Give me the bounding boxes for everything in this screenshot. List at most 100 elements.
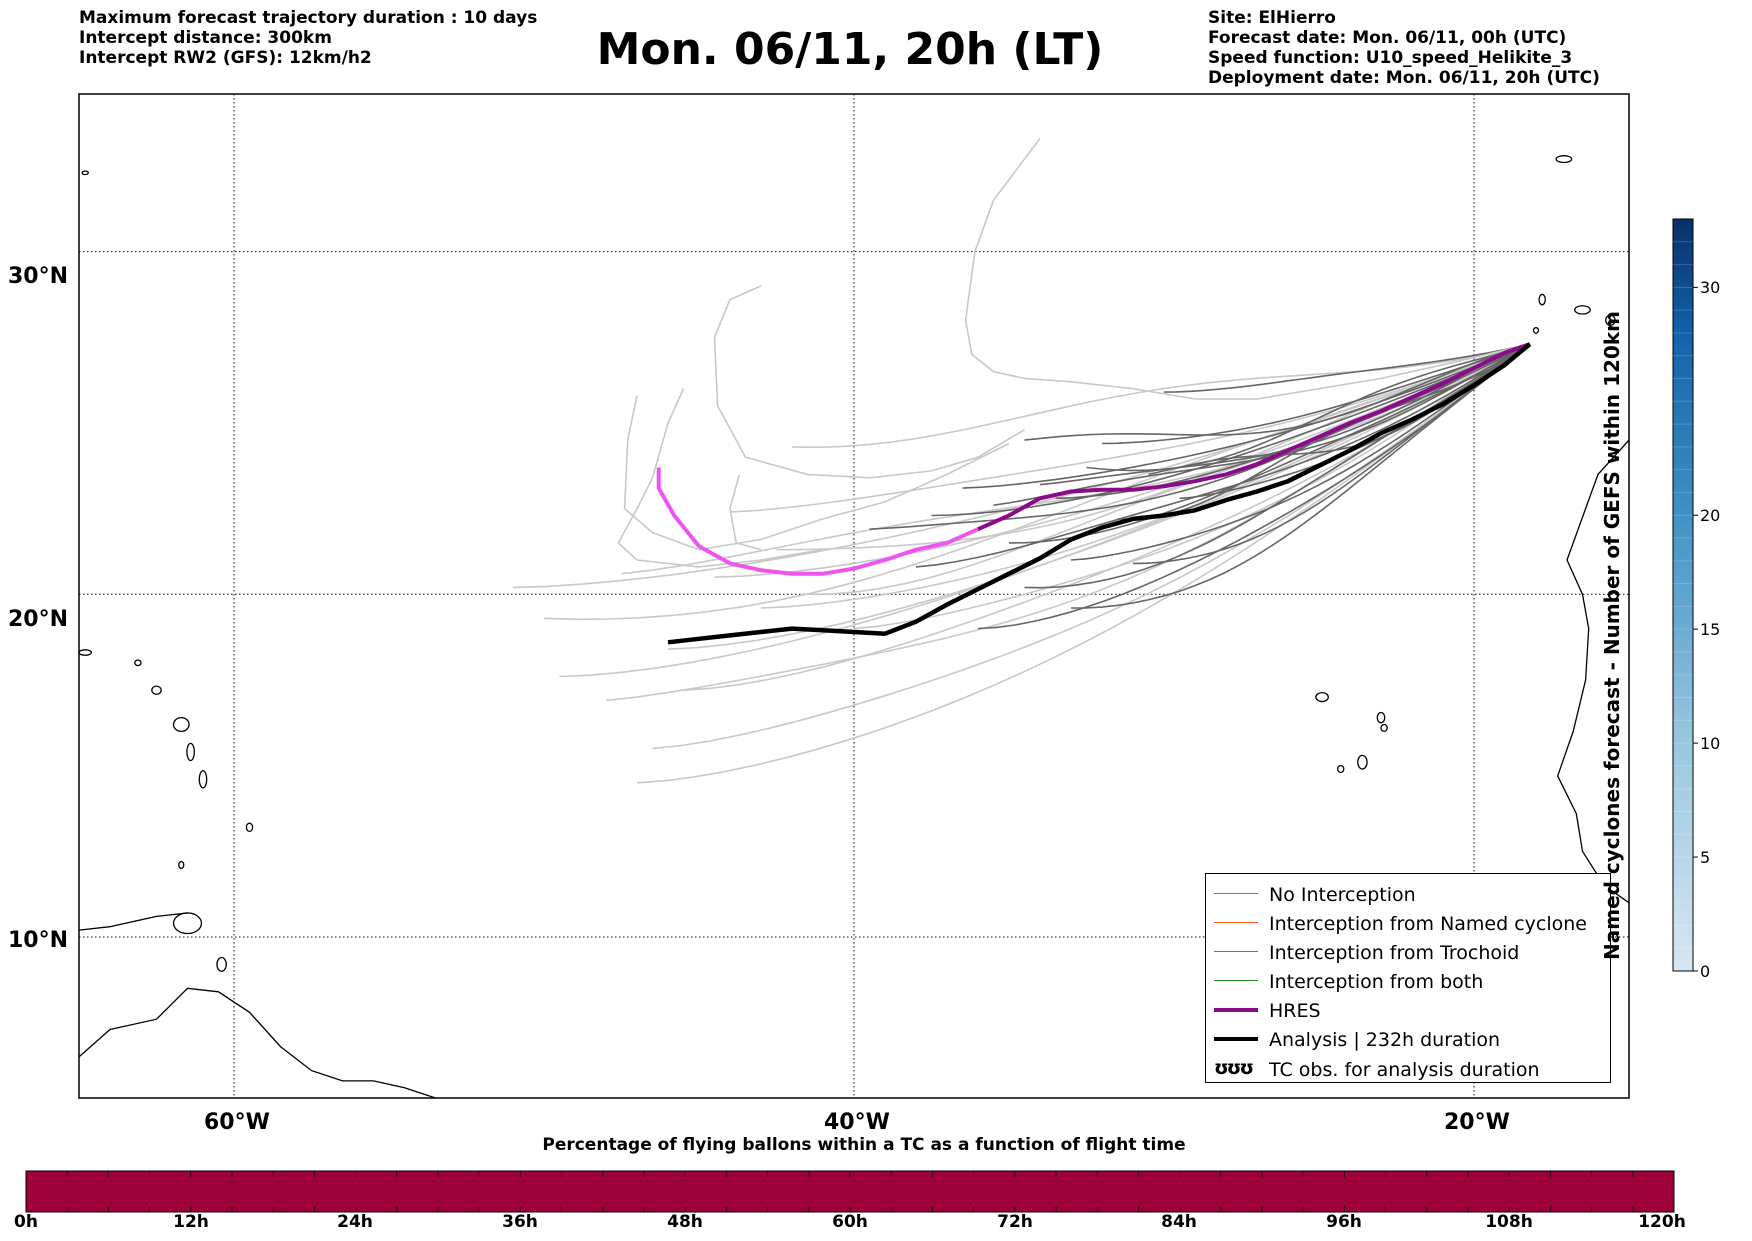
- legend-label: Interception from Named cyclone: [1269, 913, 1587, 935]
- legend-label: Analysis | 232h duration: [1269, 1029, 1501, 1051]
- header-right-line: Forecast date: Mon. 06/11, 00h (UTC): [1208, 28, 1567, 48]
- legend-line: [1214, 922, 1258, 924]
- coastlines: [79, 155, 1670, 1098]
- island: [134, 659, 142, 667]
- lon-label: 20°W: [1444, 1110, 1510, 1135]
- coastline: [1556, 439, 1629, 904]
- island: [151, 685, 162, 695]
- member-track: [964, 138, 1530, 400]
- header-left-info: Maximum forecast trajectory duration : 1…: [79, 8, 537, 68]
- legend-label: Interception from Trochoid: [1269, 942, 1520, 964]
- member-track: [1008, 343, 1531, 544]
- member-track: [1163, 343, 1530, 393]
- member-track: [1024, 343, 1531, 589]
- member-track: [636, 343, 1531, 784]
- member-track: [1117, 343, 1531, 521]
- legend-label: TC obs. for analysis duration: [1269, 1059, 1540, 1081]
- legend-item-both: Interception from both: [1206, 969, 1610, 995]
- header-left-line: Maximum forecast trajectory duration : 1…: [79, 8, 538, 28]
- lon-label: 60°W: [204, 1110, 270, 1135]
- island: [1376, 711, 1386, 724]
- right-colorbar: [1672, 218, 1698, 972]
- legend-item-analysis: Analysis | 232h duration: [1206, 1027, 1610, 1053]
- bottom-colorbar-tick: 84h: [1161, 1212, 1197, 1232]
- legend-line: [1214, 980, 1258, 982]
- member-track: [713, 285, 1025, 479]
- bottom-colorbar-tick: 120h: [1638, 1212, 1686, 1232]
- member-track: [915, 343, 1531, 568]
- island: [172, 716, 190, 733]
- island: [79, 649, 93, 656]
- bottom-colorbar-title: Percentage of flying ballons within a TC…: [542, 1135, 1186, 1155]
- member-track: [791, 343, 1530, 449]
- member-track: [1086, 343, 1531, 472]
- legend-label: Interception from both: [1269, 971, 1484, 993]
- colorbar-title: Named cyclones forecast - Number of GEFS…: [1600, 311, 1624, 960]
- island: [1380, 723, 1388, 733]
- hres-track-early: [656, 467, 979, 576]
- bottom-colorbar-tick: 36h: [502, 1212, 538, 1232]
- header-left-line: Intercept RW2 (GFS): 12km/h2: [79, 48, 372, 68]
- legend-line: [1214, 1037, 1258, 1041]
- lat-label: 30°N: [8, 264, 69, 289]
- legend-line: [1214, 951, 1258, 953]
- member-track: [543, 343, 1531, 621]
- legend-item-tc-obs: ʊʊʊ TC obs. for analysis duration: [1206, 1057, 1610, 1083]
- bottom-colorbar-tick: 0h: [14, 1212, 38, 1232]
- colorbar-tick: 30: [1700, 278, 1721, 297]
- legend-line: [1214, 893, 1258, 895]
- member-track: [962, 343, 1531, 489]
- island: [1336, 764, 1345, 774]
- island: [1651, 298, 1670, 315]
- legend-line: [1214, 1008, 1258, 1012]
- legend-item-trochoid: Interception from Trochoid: [1206, 940, 1610, 966]
- member-track: [729, 474, 762, 551]
- hres-track-late: [977, 342, 1531, 532]
- colorbar-tick: 0: [1700, 962, 1711, 981]
- island: [1357, 754, 1368, 770]
- island: [178, 860, 185, 870]
- bottom-colorbar-tick: 108h: [1485, 1212, 1533, 1232]
- legend: No Interception Interception from Named …: [1205, 873, 1611, 1083]
- island: [1574, 305, 1591, 315]
- island: [186, 742, 195, 762]
- legend-item-named-cyclone: Interception from Named cyclone: [1206, 911, 1610, 937]
- bottom-colorbar-tick: 12h: [173, 1212, 209, 1232]
- header-right-line: Deployment date: Mon. 06/11, 20h (UTC): [1208, 68, 1600, 88]
- bottom-colorbar: [25, 1170, 1675, 1213]
- island: [172, 912, 203, 935]
- tc-symbol-icon: ʊʊʊ: [1214, 1057, 1254, 1079]
- lon-label: 40°W: [824, 1110, 890, 1135]
- island: [216, 956, 227, 972]
- bottom-colorbar-tick: 96h: [1326, 1212, 1362, 1232]
- main-title: Mon. 06/11, 20h (LT): [596, 24, 1104, 75]
- header-right-info: Site: ElHierro Forecast date: Mon. 06/11…: [1208, 8, 1600, 88]
- member-track: [977, 343, 1531, 630]
- bottom-colorbar-tick: 72h: [997, 1212, 1033, 1232]
- island: [1315, 691, 1329, 703]
- island: [1538, 293, 1546, 306]
- lat-label: 20°N: [8, 607, 69, 632]
- bottom-colorbar-tick: 48h: [667, 1212, 703, 1232]
- island: [1532, 327, 1540, 334]
- island: [245, 822, 254, 833]
- member-track: [1101, 343, 1531, 445]
- coastline: [79, 987, 436, 1098]
- member-track: [993, 343, 1531, 506]
- legend-item-no-interception: No Interception: [1206, 882, 1610, 908]
- ensemble-trajectories: [512, 138, 1531, 784]
- bottom-colorbar-tick: 24h: [337, 1212, 373, 1232]
- member-track: [652, 343, 1531, 750]
- colorbar-tick: 5: [1700, 848, 1711, 867]
- analysis-trajectory: [667, 342, 1532, 645]
- island: [1605, 314, 1616, 326]
- map-frame: [78, 93, 1630, 1099]
- lat-label: 10°N: [8, 928, 69, 953]
- coastline: [79, 912, 188, 931]
- hres-trajectory: [656, 342, 1531, 576]
- legend-label: No Interception: [1269, 884, 1416, 906]
- colorbar-tick: 10: [1700, 734, 1721, 753]
- colorbar-tick: 15: [1700, 620, 1721, 639]
- bottom-colorbar-tick: 60h: [832, 1212, 868, 1232]
